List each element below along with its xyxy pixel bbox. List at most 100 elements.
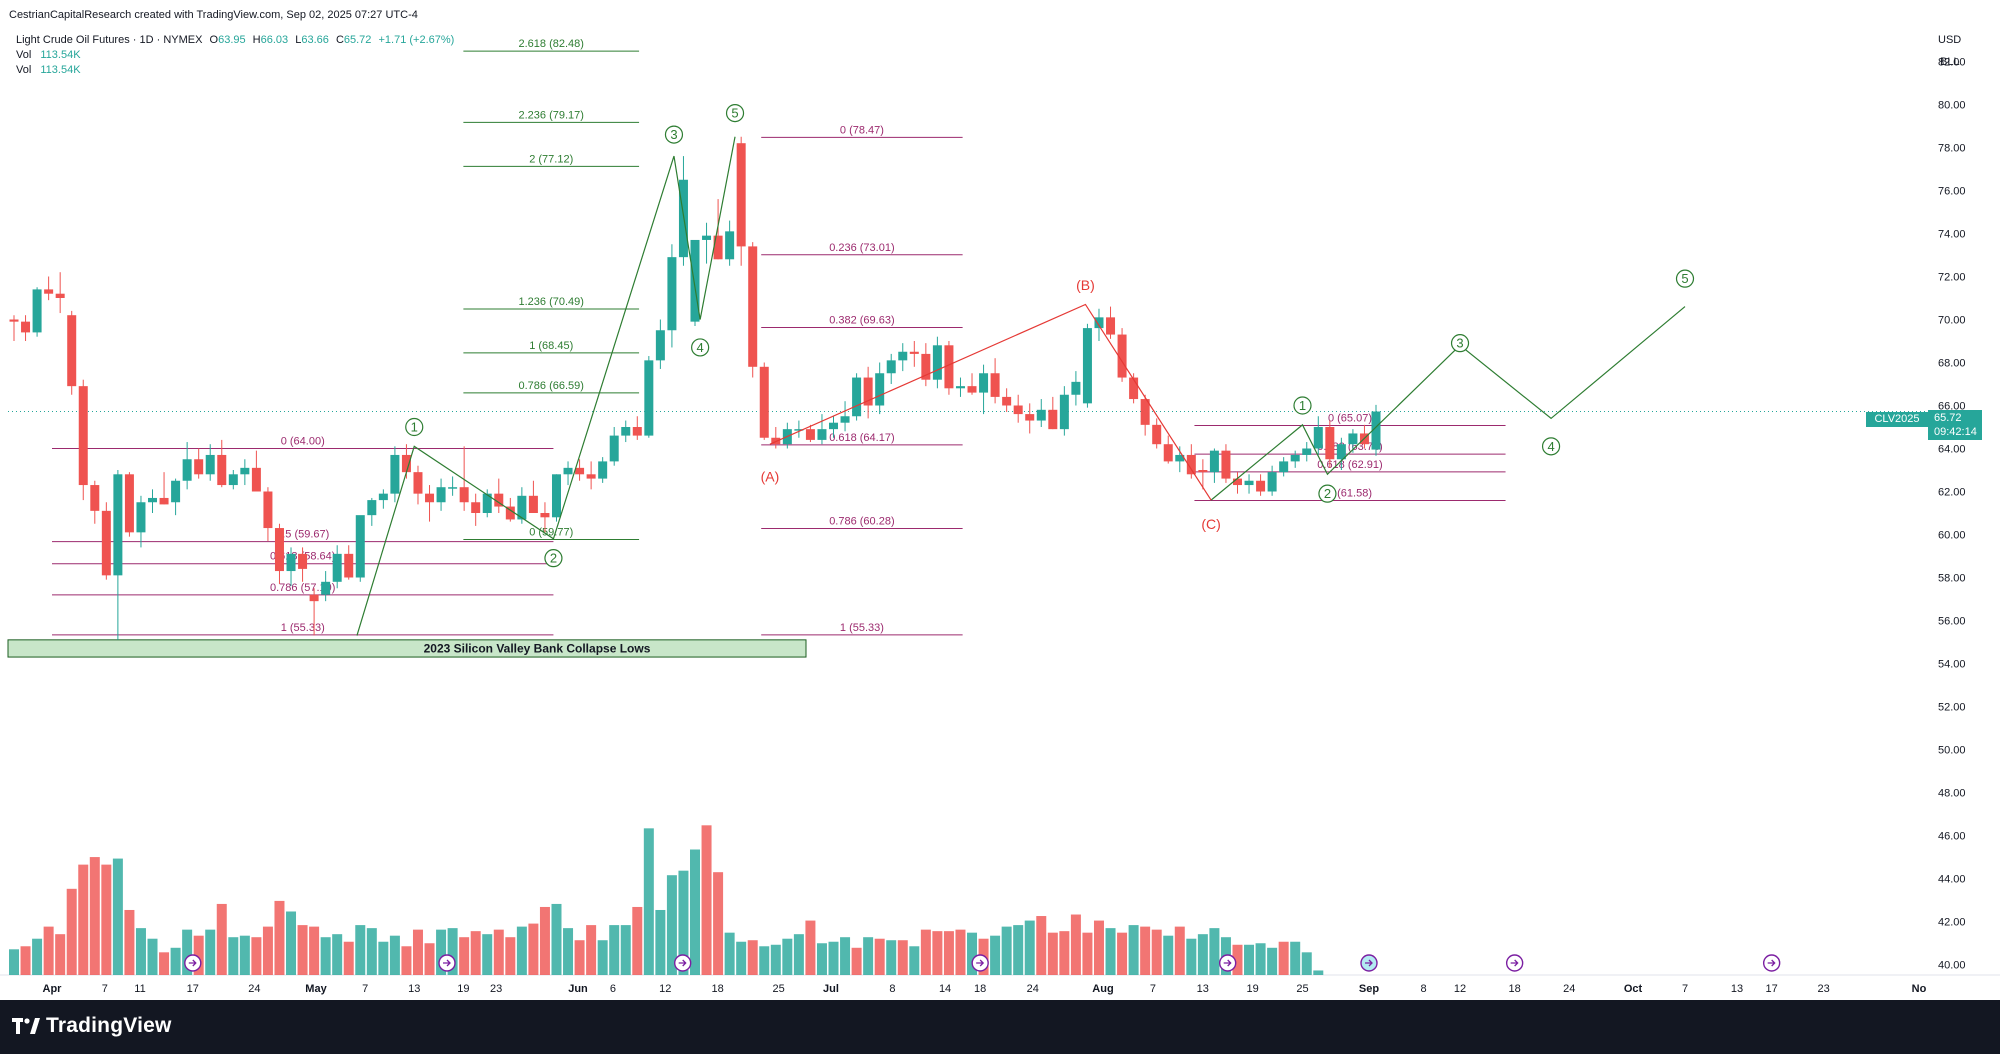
candle-body	[979, 373, 989, 393]
ohlc-open-label: O	[209, 34, 219, 46]
symbol-title[interactable]: Light Crude Oil Futures · 1D · NYMEX	[16, 34, 203, 46]
bar-countdown: 09:42:14	[1934, 426, 1977, 438]
fib-level-label: 1 (61.58)	[1328, 488, 1372, 500]
footer-bar: TradingView	[0, 1000, 2000, 1054]
volume-bar	[1301, 952, 1312, 975]
fib-level-label: 2.236 (79.17)	[519, 109, 584, 121]
volume-bar	[690, 849, 700, 975]
wave-label-number: 5	[731, 106, 738, 121]
candle-body	[205, 454, 215, 475]
price-tick-label: 46.00	[1938, 831, 1966, 843]
fib-level-label: 0 (65.07)	[1328, 412, 1372, 424]
time-tick-label: 18	[711, 983, 723, 995]
fib-level-label: 1 (55.33)	[281, 622, 325, 634]
volume-bar	[967, 932, 978, 975]
volume-bar	[759, 946, 770, 975]
price-tick-label: 40.00	[1938, 960, 1966, 972]
volume-value: 113.54K	[40, 64, 81, 76]
time-tick-label: 24	[1563, 983, 1575, 995]
candle-body	[1025, 414, 1035, 421]
wave-label-letter: (B)	[1076, 277, 1095, 293]
candle-body	[413, 472, 423, 494]
candle-body	[1013, 405, 1023, 415]
volume-bar	[493, 929, 504, 975]
candle-body	[794, 429, 804, 431]
symbol-price-tag: CLV2025	[1866, 412, 1928, 427]
event-icon	[1218, 954, 1237, 972]
wave-label-number: 2	[550, 551, 557, 566]
price-axis-panel	[1934, 0, 2000, 1000]
volume-bar	[932, 931, 943, 975]
price-tick-label: 70.00	[1938, 315, 1966, 327]
volume-bar	[1128, 925, 1139, 975]
candle-body	[21, 321, 31, 333]
chart-canvas[interactable]: 40.00 42.00 44.00 46.00 48.00 50.00 52.00 54.00…	[0, 0, 2000, 1000]
volume-bar	[943, 931, 954, 975]
volume-bar	[1001, 926, 1012, 975]
wave-label-number: 4	[1547, 439, 1554, 454]
price-tick-label: 52.00	[1938, 702, 1966, 714]
candle-body	[748, 246, 758, 367]
event-icon	[184, 954, 202, 972]
fib-level-label: 0.786 (66.59)	[519, 380, 584, 392]
volume-bar	[793, 934, 804, 975]
time-tick-label: 8	[889, 983, 895, 995]
wave-label-number: 4	[697, 340, 704, 355]
candle-body	[1290, 454, 1300, 462]
price-tick-label: 54.00	[1938, 659, 1966, 671]
time-tick-label: 13	[1197, 983, 1209, 995]
volume-bar	[851, 947, 862, 975]
volume-bar	[436, 929, 447, 975]
wave-label-circle	[1541, 437, 1561, 456]
unit-label[interactable]: BLL	[1940, 56, 1960, 68]
volume-bar	[1036, 916, 1047, 975]
tradingview-logo[interactable]: TradingView	[12, 1014, 172, 1038]
volume-bar	[262, 926, 273, 975]
volume-bar	[539, 906, 550, 975]
ohlc-change: +1.71 (+2.67%)	[378, 34, 455, 46]
wave-label-circle	[664, 125, 684, 144]
candle-body	[702, 235, 712, 240]
candle-body	[505, 506, 515, 520]
candle-body	[401, 454, 411, 473]
candle-body	[967, 386, 977, 393]
candle-body	[78, 386, 88, 486]
candle-body	[875, 373, 885, 406]
volume-bar	[805, 920, 816, 975]
candle-body	[471, 502, 481, 513]
event-icon	[971, 954, 989, 972]
event-arrow-icon	[188, 959, 197, 967]
candle-body	[575, 467, 585, 475]
price-tick-label: 64.00	[1938, 444, 1966, 456]
volume-bar	[1209, 928, 1220, 975]
candle-body	[517, 495, 527, 520]
ohlc-close-label: C	[335, 34, 344, 46]
time-tick-label: 19	[457, 983, 469, 995]
wave-label-circle	[691, 338, 710, 357]
event-arrow-icon	[1767, 959, 1776, 967]
wave-label-number: 3	[1456, 336, 1463, 351]
currency-label[interactable]: USD	[1938, 34, 1962, 46]
volume-bar	[1047, 932, 1058, 975]
wave-label-letter: (C)	[1201, 516, 1220, 532]
legend-volume-row-2[interactable]: Vol 113.54K	[16, 64, 81, 76]
candle-body	[251, 467, 261, 492]
candle-body	[1267, 472, 1277, 492]
ohlc-low: 63.66	[301, 34, 329, 46]
time-tick-label: Jun	[568, 983, 588, 995]
volume-bar	[678, 870, 689, 975]
time-tick-label: 8	[1421, 983, 1427, 995]
time-tick-label: Jul	[823, 983, 839, 995]
volume-bar	[1313, 970, 1324, 975]
volume-bar	[1105, 928, 1116, 975]
fib-level-label: 0 (78.47)	[840, 124, 884, 136]
wave-label-circle	[1450, 334, 1470, 353]
event-arrow-icon	[1223, 959, 1232, 967]
candle-body	[551, 474, 561, 518]
candle-body	[1221, 450, 1231, 479]
candle-body	[1325, 427, 1335, 460]
price-tick-label: 66.00	[1938, 401, 1966, 413]
price-tick-label: 80.00	[1938, 100, 1966, 112]
elliott-wave-green	[356, 136, 736, 636]
legend-volume-row-1[interactable]: Vol 113.54K	[16, 49, 81, 61]
